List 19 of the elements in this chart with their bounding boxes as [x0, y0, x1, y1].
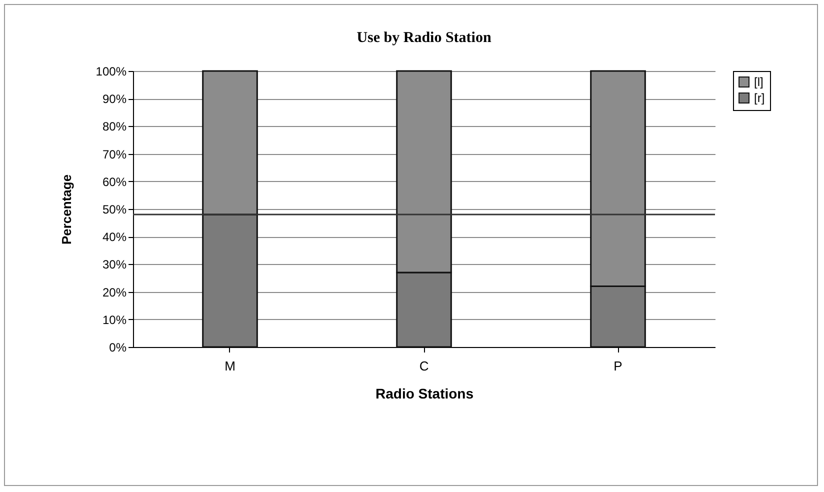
y-tick-label: 70% — [102, 147, 127, 162]
y-tick-label: 60% — [102, 174, 127, 189]
x-tick-label: P — [614, 358, 622, 374]
chart-title: Use by Radio Station — [356, 30, 492, 46]
x-tick-label: C — [419, 358, 429, 374]
y-axis-title: Percentage — [58, 174, 74, 245]
legend-label: [l] — [754, 75, 764, 89]
x-axis-title: Radio Stations — [375, 386, 474, 402]
y-tick-label: 20% — [102, 285, 127, 300]
x-tick-label: M — [224, 358, 236, 374]
legend-label: [r] — [754, 91, 765, 105]
y-tick-label: 40% — [102, 230, 127, 244]
y-tick-label: 90% — [102, 92, 127, 106]
y-tick-label: 10% — [102, 312, 127, 327]
y-tick-label: 80% — [102, 120, 127, 134]
y-tick-label: 50% — [102, 202, 127, 216]
y-tick-label: 100% — [96, 64, 127, 78]
y-tick-label: 0% — [109, 340, 127, 354]
y-tick-label: 30% — [102, 258, 127, 272]
